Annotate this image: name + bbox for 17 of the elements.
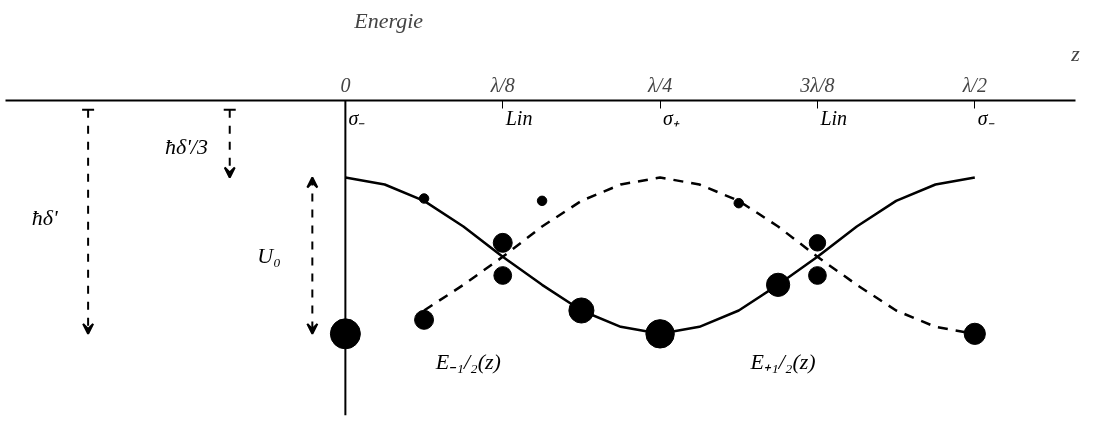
x-tick-label: 0 [340,73,351,96]
x-axis-title: z [1070,40,1081,66]
annotation: σ₋ [348,106,366,129]
annotation: σ₋ [977,106,995,129]
text: ħδ'/3 [164,134,208,160]
x-tick-label: λ/2 [961,73,987,96]
annotation: Lin [504,106,533,129]
y-axis-title: Energie [353,7,424,33]
text: ħδ' [31,204,59,230]
x-tick-label: 3λ/8 [799,73,835,96]
x-tick-label: λ/4 [646,73,673,96]
series-label: E₊₁/₂(z) [749,349,816,375]
annotation: σ₊ [663,106,680,129]
annotation: Lin [819,106,848,129]
text: U₀ [257,243,281,269]
series-label: E₋₁/₂(z) [434,349,501,375]
x-tick-label: λ/8 [489,73,515,96]
